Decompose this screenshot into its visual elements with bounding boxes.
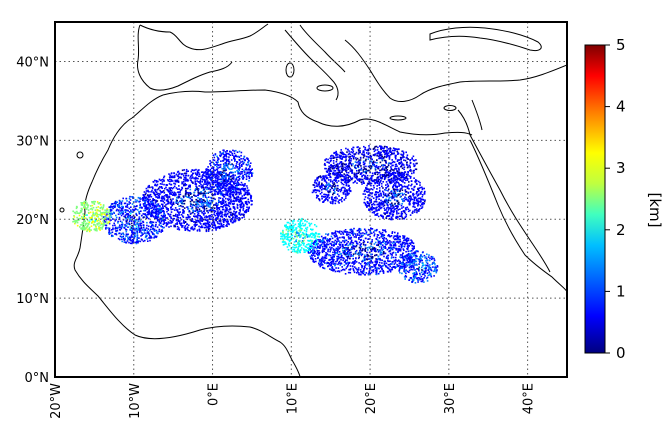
- coastline-north-africa: [162, 89, 473, 136]
- colorbar: [584, 44, 606, 354]
- data-patch: [72, 200, 111, 233]
- lat-tick-label: 0°N: [25, 371, 50, 386]
- coastlines: [59, 23, 567, 377]
- coastline-east-africa: [469, 139, 567, 293]
- island-sicily: [316, 84, 334, 92]
- data-patch: [362, 172, 426, 221]
- island-sardinia: [285, 62, 295, 78]
- data-patch: [311, 172, 352, 205]
- colorbar-tick-label: 1: [616, 282, 626, 300]
- lon-tick-label: 0°E: [207, 383, 222, 406]
- coastline-black-sea: [429, 26, 542, 51]
- island-cape-verde: [59, 207, 65, 213]
- lon-tick-label: 10°E: [285, 383, 300, 414]
- data-patch: [204, 149, 254, 197]
- map-frame: [54, 21, 568, 378]
- cloud-top-height-data: [72, 145, 439, 284]
- lat-tick-label: 20°N: [16, 213, 49, 228]
- lon-tick-label: 10°W: [128, 383, 143, 419]
- data-patch: [102, 195, 167, 245]
- data-patch: [323, 145, 418, 185]
- colorbar-tick-label: 4: [616, 98, 626, 116]
- lon-tick-label: 20°E: [364, 383, 379, 414]
- coastline-iberia: [137, 23, 269, 91]
- coastline-italy: [284, 24, 346, 101]
- coastline-balkans: [344, 39, 567, 103]
- colorbar-tick-label: 0: [616, 344, 626, 362]
- lat-tick-label: 10°N: [16, 292, 49, 307]
- grid-lines: [55, 22, 567, 377]
- lat-tick-label: 30°N: [16, 134, 49, 149]
- island-canaries: [76, 151, 84, 159]
- coastline-west-africa: [73, 94, 301, 377]
- coastline-arabia: [469, 134, 551, 273]
- island-cyprus: [443, 105, 457, 111]
- lon-tick-label: 40°E: [522, 383, 537, 414]
- lat-tick-label: 40°N: [16, 55, 49, 70]
- lat-tick-labels: 0°N 10°N 20°N 30°N 40°N: [16, 55, 49, 386]
- data-patch: [280, 217, 321, 254]
- map-area: [55, 22, 567, 377]
- lon-tick-labels: 20°W 10°W 0°E 10°E 20°E 30°E 40°E: [49, 383, 537, 419]
- lon-tick-label: 20°W: [49, 383, 64, 419]
- colorbar-tick-label: 3: [616, 159, 626, 177]
- data-patch: [307, 227, 419, 276]
- data-patch: [141, 168, 253, 233]
- colorbar-tick-label: 2: [616, 221, 626, 239]
- colorbar-ticks: 0 1 2 3 4 5: [605, 36, 626, 362]
- coastline-levant: [457, 99, 483, 136]
- colorbar-unit-label: [km]: [646, 192, 664, 227]
- island-crete: [389, 115, 407, 121]
- lon-tick-label: 30°E: [443, 383, 458, 414]
- data-patch: [398, 251, 439, 284]
- colorbar-tick-label: 5: [616, 36, 626, 54]
